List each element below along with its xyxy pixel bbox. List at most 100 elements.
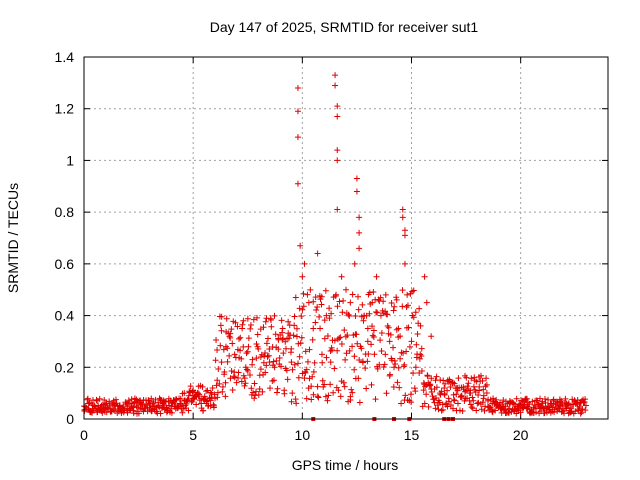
data-point bbox=[313, 306, 320, 313]
data-point bbox=[392, 361, 399, 368]
data-point bbox=[303, 395, 310, 402]
data-point bbox=[362, 365, 369, 372]
data-point bbox=[247, 322, 254, 329]
data-point bbox=[334, 103, 341, 110]
data-point bbox=[148, 395, 155, 402]
data-point bbox=[462, 388, 469, 395]
data-point bbox=[364, 358, 371, 365]
data-point bbox=[519, 405, 526, 412]
data-point bbox=[217, 342, 224, 349]
data-point bbox=[479, 377, 486, 384]
data-point bbox=[428, 333, 435, 340]
data-point bbox=[310, 298, 317, 305]
data-point bbox=[368, 341, 375, 348]
data-point bbox=[334, 157, 341, 164]
data-point bbox=[500, 397, 507, 404]
data-point bbox=[203, 400, 210, 407]
data-point bbox=[400, 350, 407, 357]
data-point bbox=[336, 335, 343, 342]
data-point bbox=[449, 379, 456, 386]
data-point bbox=[235, 374, 242, 381]
data-point bbox=[433, 384, 440, 391]
data-point bbox=[435, 406, 442, 413]
data-point bbox=[222, 379, 229, 386]
data-point bbox=[428, 388, 435, 395]
data-point bbox=[210, 401, 217, 408]
y-tick-label: 0.2 bbox=[55, 359, 75, 375]
data-point bbox=[218, 359, 225, 366]
data-point bbox=[347, 393, 354, 400]
data-point bbox=[318, 301, 325, 308]
data-point bbox=[263, 362, 270, 369]
data-point bbox=[436, 399, 443, 406]
data-point bbox=[217, 322, 224, 329]
data-point bbox=[262, 318, 269, 325]
data-point bbox=[382, 291, 389, 298]
data-point bbox=[241, 375, 248, 382]
data-point bbox=[291, 313, 298, 320]
data-point bbox=[334, 347, 341, 354]
data-point bbox=[578, 409, 585, 416]
data-point bbox=[270, 358, 277, 365]
data-point bbox=[432, 377, 439, 384]
data-point bbox=[385, 324, 392, 331]
data-point bbox=[576, 403, 583, 410]
data-point bbox=[198, 395, 205, 402]
data-point bbox=[343, 350, 350, 357]
data-point bbox=[372, 396, 379, 403]
data-point bbox=[393, 296, 400, 303]
data-point bbox=[335, 387, 342, 394]
data-point bbox=[554, 405, 561, 412]
data-point bbox=[322, 393, 329, 400]
data-point bbox=[371, 351, 378, 358]
data-point bbox=[238, 378, 245, 385]
data-point bbox=[163, 405, 170, 412]
plot-frame bbox=[83, 56, 609, 420]
data-point bbox=[359, 359, 366, 366]
data-point bbox=[266, 359, 273, 366]
data-point bbox=[471, 377, 478, 384]
data-point bbox=[482, 383, 489, 390]
data-point bbox=[356, 214, 363, 221]
data-point bbox=[85, 400, 92, 407]
data-point bbox=[218, 327, 225, 334]
data-point bbox=[135, 410, 142, 417]
data-point bbox=[208, 394, 215, 401]
data-point bbox=[138, 400, 145, 407]
data-point bbox=[296, 305, 303, 312]
data-point bbox=[380, 363, 387, 370]
data-point bbox=[511, 408, 518, 415]
data-point bbox=[177, 395, 184, 402]
data-point bbox=[249, 356, 256, 363]
data-point bbox=[401, 227, 408, 234]
data-point bbox=[257, 353, 264, 360]
data-point bbox=[273, 357, 280, 364]
data-point bbox=[381, 361, 388, 368]
data-point bbox=[319, 377, 326, 384]
data-point bbox=[370, 333, 377, 340]
data-point bbox=[341, 383, 348, 390]
data-point bbox=[306, 346, 313, 353]
data-point bbox=[214, 389, 221, 396]
y-tick-label: 0.8 bbox=[55, 204, 75, 220]
data-point bbox=[483, 389, 490, 396]
data-point bbox=[190, 387, 197, 394]
data-point bbox=[515, 403, 522, 410]
data-point bbox=[266, 345, 273, 352]
data-point bbox=[285, 318, 292, 325]
data-point bbox=[356, 399, 363, 406]
data-point bbox=[463, 387, 470, 394]
data-point bbox=[316, 313, 323, 320]
data-point bbox=[454, 400, 461, 407]
data-point bbox=[377, 294, 384, 301]
data-point bbox=[390, 344, 397, 351]
data-point bbox=[327, 359, 334, 366]
data-point bbox=[298, 334, 305, 341]
data-point bbox=[370, 327, 377, 334]
x-tick-label: 20 bbox=[513, 427, 529, 443]
data-point bbox=[423, 391, 430, 398]
data-point bbox=[344, 332, 351, 339]
data-point bbox=[492, 407, 499, 414]
data-point bbox=[288, 398, 295, 405]
data-point bbox=[125, 397, 132, 404]
